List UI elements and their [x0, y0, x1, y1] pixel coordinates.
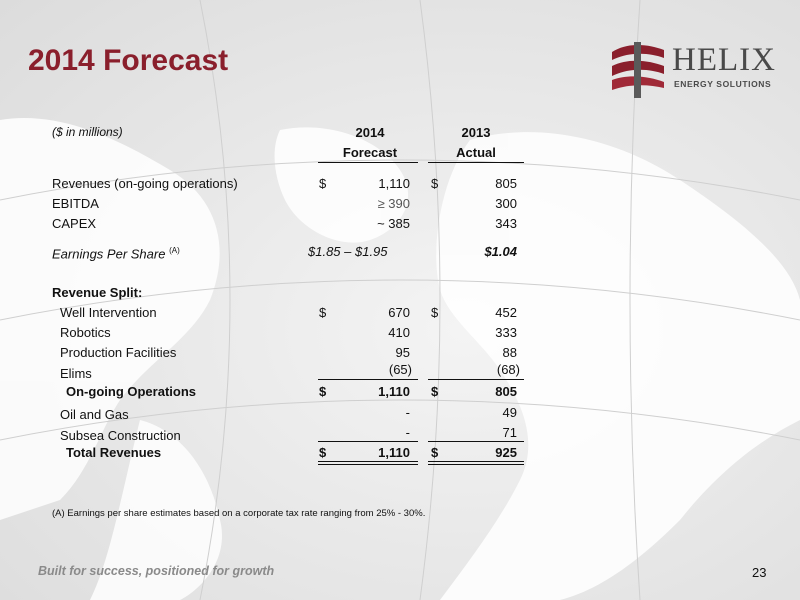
col2-year: 2013 — [461, 125, 491, 140]
eps-value-2013: $1.04 — [484, 244, 517, 259]
total-label: Total Revenues — [66, 445, 162, 460]
slide-tagline: Built for success, positioned for growth — [38, 564, 275, 578]
col1-header-rule — [318, 162, 418, 163]
split-row-label: Production Facilities — [60, 345, 177, 360]
logo-tagline: ENERGY SOLUTIONS — [674, 79, 772, 89]
currency-symbol: $ — [319, 445, 327, 460]
split-row-label: Well Intervention — [60, 305, 157, 320]
logo-brand: HELIX — [672, 42, 776, 78]
split-row-label: Robotics — [60, 325, 111, 340]
other-row-value-2014: - — [405, 405, 410, 420]
split-row-value-2014: 95 — [395, 345, 410, 360]
currency-symbol: $ — [319, 384, 327, 399]
split-row-value-2014: 410 — [388, 325, 410, 340]
split-row-value-2013: (68) — [496, 362, 520, 377]
ongoing-value-2014: 1,110 — [378, 384, 410, 399]
page-title: 2014 Forecast — [28, 44, 229, 77]
split-row-value-2014: 670 — [388, 305, 410, 320]
split-row-value-2014: (65) — [388, 362, 412, 377]
summary-row-value-2013: 343 — [495, 216, 517, 231]
summary-row-label: Revenues (on-going operations) — [52, 176, 238, 191]
currency-symbol: $ — [431, 305, 439, 320]
col1-label: Forecast — [342, 145, 398, 160]
other-row-value-2013: 71 — [502, 425, 517, 440]
units-label: ($ in millions) — [52, 125, 123, 139]
eps-label: Earnings Per Share (A) — [52, 246, 180, 261]
summary-row-label: EBITDA — [52, 196, 99, 211]
col2-header-rule — [428, 162, 524, 163]
total-value-2014: 1,110 — [378, 445, 410, 460]
summary-row-value-2014: 1,110 — [378, 176, 410, 191]
split-row-value-2013: 88 — [502, 345, 517, 360]
split-row-value-2013: 333 — [495, 325, 517, 340]
summary-row-value-2014: ≥ 390 — [377, 196, 410, 211]
total-double-rule-2013 — [428, 461, 524, 465]
elims-rule-2013 — [428, 379, 524, 380]
revenue-split-heading: Revenue Split: — [52, 285, 143, 300]
helix-logo-mark-icon — [612, 42, 664, 98]
other-row-value-2013: 49 — [502, 405, 517, 420]
eps-value-2014: $1.85 – $1.95 — [308, 244, 388, 259]
currency-symbol: $ — [431, 176, 439, 191]
ongoing-value-2013: 805 — [495, 384, 517, 399]
other-row-label: Oil and Gas — [60, 407, 129, 422]
currency-symbol: $ — [319, 305, 327, 320]
currency-symbol: $ — [319, 176, 327, 191]
total-double-rule-2014 — [318, 461, 418, 465]
ongoing-label: On-going Operations — [66, 384, 196, 399]
summary-row-value-2013: 805 — [495, 176, 517, 191]
currency-symbol: $ — [431, 445, 439, 460]
footnote: (A) Earnings per share estimates based o… — [52, 508, 426, 519]
summary-row-value-2014: ~ 385 — [377, 216, 410, 231]
currency-symbol: $ — [431, 384, 439, 399]
col2-label: Actual — [456, 145, 496, 160]
other-row-label: Subsea Construction — [60, 428, 181, 443]
page-number: 23 — [752, 565, 767, 580]
elims-rule-2014 — [318, 379, 418, 380]
col1-year: 2014 — [355, 125, 385, 140]
summary-row-label: CAPEX — [52, 216, 97, 231]
summary-row-value-2013: 300 — [495, 196, 517, 211]
total-value-2013: 925 — [495, 445, 517, 460]
eps-footnote-marker: (A) — [169, 246, 180, 255]
subsea-rule-2014 — [318, 441, 418, 442]
split-row-label: Elims — [60, 366, 92, 381]
split-row-value-2013: 452 — [495, 305, 517, 320]
other-row-value-2014: - — [405, 425, 410, 440]
subsea-rule-2013 — [428, 441, 524, 442]
eps-label-text: Earnings Per Share — [52, 246, 166, 262]
helix-logo: HELIX ENERGY SOLUTIONS — [608, 38, 784, 100]
